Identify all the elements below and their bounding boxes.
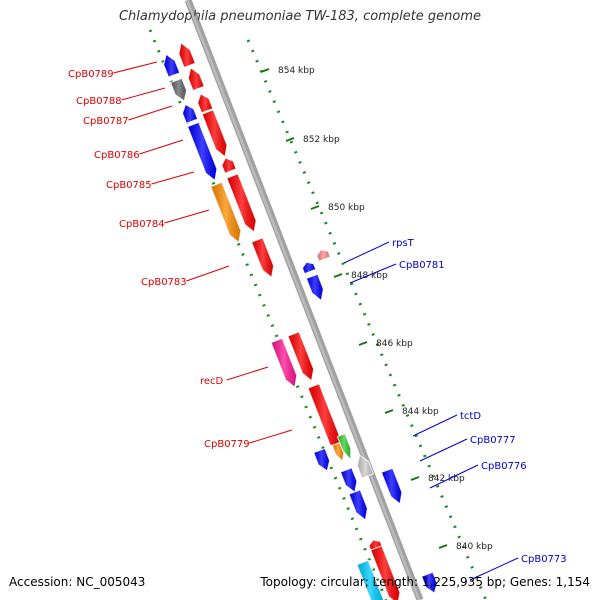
gene-cpb0776-shade [381, 468, 402, 504]
gene-cpb0773-shade [421, 572, 438, 593]
tick-mark [358, 341, 368, 346]
gene-cpb0786-upper-shade [202, 109, 227, 157]
gene-track [163, 42, 438, 600]
gene-cpb0789-lower-shade [163, 54, 180, 78]
dotted-guides [148, 29, 488, 600]
right-gene-labels: rpsT CpB0781 tctD CpB0777 CpB0776 CpB0773 [343, 238, 567, 581]
gene-cpb0775-shade [349, 489, 368, 520]
gene-label-left[interactable]: recD [200, 376, 224, 387]
tick-label: 854 kbp [278, 66, 315, 76]
gene-recd-pink-shade [271, 338, 297, 388]
tick-mark [310, 205, 320, 210]
gene-cpb0783-shade [251, 237, 274, 278]
gene-label-right[interactable]: tctD [460, 411, 481, 422]
tick-label: 840 kbp [456, 542, 493, 552]
tick-label: 852 kbp [303, 135, 340, 145]
leader-line-left [128, 105, 173, 121]
gene-cpb0787-upper-shade [197, 93, 213, 113]
tick-mark [384, 409, 394, 414]
gene-label-right[interactable]: CpB0777 [470, 435, 516, 446]
gene-label-left[interactable]: CpB0789 [68, 69, 114, 80]
gene-rpst-blue-shade [302, 262, 316, 274]
leader-line-left [113, 61, 158, 74]
tick-label: 848 kbp [351, 271, 388, 281]
gene-cpb0784-lower-shade [210, 182, 241, 243]
leader-line-right [343, 241, 390, 264]
gene-cpb0786-lower-shade [187, 122, 217, 181]
tick-label: 842 kbp [428, 474, 465, 484]
gene-label-left[interactable]: CpB0784 [119, 219, 165, 230]
gene-cpb0784-upper-shade [226, 173, 257, 232]
genome-backbone-highlight [185, 0, 421, 600]
gene-label-left[interactable]: CpB0787 [83, 116, 129, 127]
leader-line-left [249, 429, 293, 444]
gene-cpb0774-shade [370, 545, 400, 600]
gene-label-left[interactable]: CpB0785 [106, 180, 152, 191]
gene-label-left[interactable]: CpB0783 [141, 277, 187, 288]
tick-mark [285, 137, 295, 142]
scale-ticks: 854 kbp 852 kbp 850 kbp 848 kbp 846 kbp 844 k… [260, 66, 493, 552]
gene-cpb0774-small-shade [369, 539, 383, 552]
tick-mark [260, 68, 270, 73]
gene-cpb0777-shade [340, 467, 357, 493]
tick-mark [333, 273, 343, 278]
leader-line-right [469, 557, 519, 581]
tick-label: 850 kbp [328, 203, 365, 213]
gene-cpb0788-upper-shade [188, 67, 205, 91]
leader-line-right [419, 438, 468, 462]
dotted-guide-2 [246, 39, 488, 600]
gene-cpb0785-small-shade [221, 157, 237, 174]
leader-line-left [139, 139, 184, 155]
left-gene-labels: CpB0789 CpB0788 CpB0787 CpB0786 CpB0785 CpB07… [68, 61, 293, 450]
tick-label: 844 kbp [402, 407, 439, 417]
gene-label-left[interactable]: CpB0788 [76, 96, 122, 107]
leader-line-right [429, 464, 479, 489]
leader-line-left [226, 366, 269, 381]
gene-label-right[interactable]: CpB0773 [521, 554, 567, 565]
gene-cpb0778-upper-shade [313, 448, 330, 471]
gene-label-right[interactable]: CpB0776 [481, 461, 527, 472]
map-title: Chlamydophila pneumoniae TW-183, complet… [118, 9, 482, 24]
gene-cpb0773-cyan-shade [357, 560, 384, 600]
gene-rpst-shade [316, 249, 331, 262]
gene-tctd-orange-shade [332, 442, 344, 461]
gene-tctd-green-shade [337, 433, 351, 460]
tick-mark [438, 544, 448, 549]
gene-recd-shade [287, 331, 314, 381]
leader-line-left [151, 171, 195, 185]
leader-line-left [121, 87, 166, 101]
gene-cpb0788-lower-shade [170, 78, 187, 101]
gene-cpb0787-lower-shade [182, 104, 198, 124]
gene-label-right[interactable]: CpB0781 [399, 260, 445, 271]
leader-line-right [349, 263, 397, 284]
gene-label-left[interactable]: CpB0779 [204, 439, 250, 450]
leader-line-right [412, 414, 458, 437]
summary-text: Topology: circular; Length: 1,225,935 bp… [260, 575, 590, 589]
leader-line-left [186, 265, 230, 282]
gene-cpb0789-upper-shade [178, 42, 196, 68]
accession-text: Accession: NC_005043 [9, 575, 146, 589]
gene-cpb0779-shade [308, 383, 341, 452]
gene-label-left[interactable]: CpB0786 [94, 150, 140, 161]
gene-cpb0776-gray-shade [357, 455, 374, 479]
gene-cpb0781-shade [306, 274, 324, 301]
tick-label: 846 kbp [376, 339, 413, 349]
dotted-guide-1 [148, 29, 388, 600]
gene-label-right[interactable]: rpsT [392, 238, 415, 249]
tick-mark [410, 476, 420, 481]
leader-line-left [164, 209, 210, 224]
